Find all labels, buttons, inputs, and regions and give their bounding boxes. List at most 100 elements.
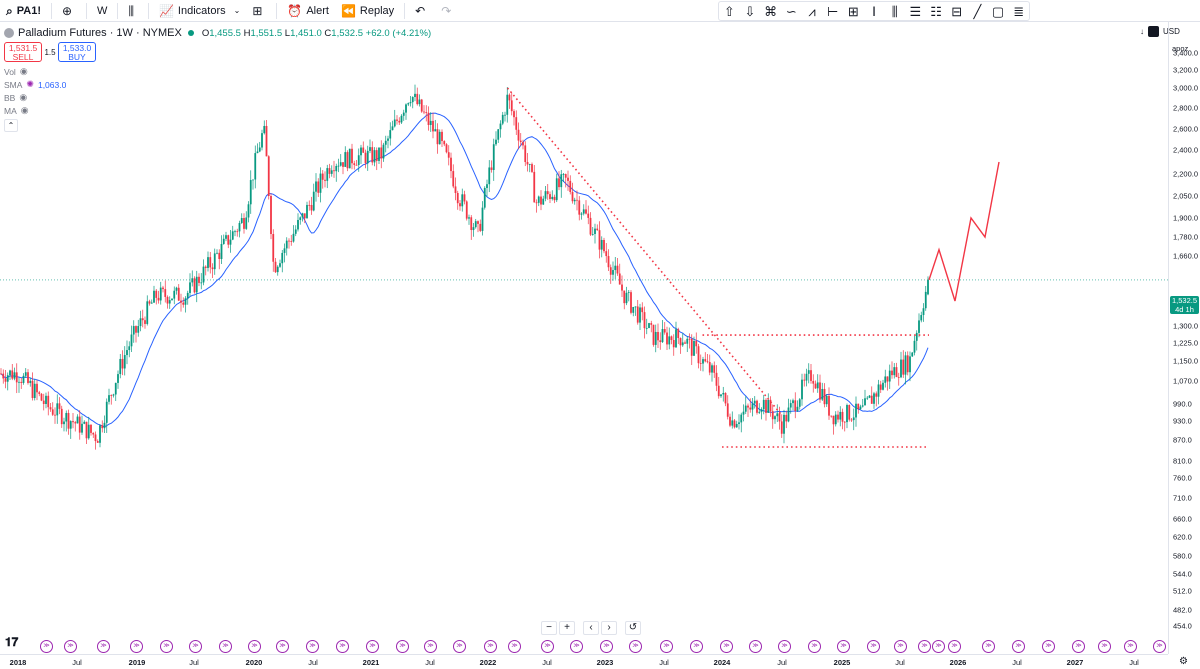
economic-event-icon[interactable]: ≫ <box>40 640 53 653</box>
eye-icon[interactable]: ◉ <box>19 66 28 76</box>
time-axis[interactable]: 2018 Jul 2019 Jul 2020 Jul 2021 Jul 2022 Jul 2023 J… <box>0 654 1168 669</box>
economic-event-icon[interactable]: ≫ <box>1153 640 1166 653</box>
chart-type-button[interactable]: ⫼ <box>122 0 144 22</box>
candle-down-body <box>621 284 623 291</box>
economic-event-icon[interactable]: ≫ <box>720 640 733 653</box>
price-chart[interactable] <box>0 22 1168 654</box>
economic-event-icon[interactable]: ≫ <box>894 640 907 653</box>
candle-down-body <box>857 403 860 410</box>
reset-chart-button[interactable]: ↺ <box>625 621 641 635</box>
economic-event-icon[interactable]: ≫ <box>690 640 703 653</box>
candle-down-body <box>902 359 905 375</box>
candle-down-body <box>607 256 610 268</box>
economic-event-icon[interactable]: ≫ <box>1124 640 1137 653</box>
collapse-legend-button[interactable]: ⌃ <box>4 119 18 132</box>
economic-event-icon[interactable]: ≫ <box>396 640 409 653</box>
economic-event-icon[interactable]: ≫ <box>808 640 821 653</box>
loading-icon: ✺ <box>26 79 34 89</box>
tradingview-logo-icon[interactable]: 𝟏𝟕 <box>5 635 19 649</box>
economic-event-icon[interactable]: ≫ <box>629 640 642 653</box>
date-range-icon[interactable]: ⊢ <box>827 3 839 19</box>
arrow-down-icon[interactable]: ⇩ <box>744 3 756 19</box>
zoom-in-button[interactable]: + <box>559 621 575 635</box>
economic-event-icon[interactable]: ≫ <box>64 640 77 653</box>
eye-icon[interactable]: ◉ <box>20 105 29 115</box>
economic-event-icon[interactable]: ≫ <box>97 640 110 653</box>
candle-down-body <box>425 112 428 113</box>
economic-event-icon[interactable]: ≫ <box>219 640 232 653</box>
templates-button[interactable]: ⊞ <box>246 0 272 22</box>
curve-icon[interactable]: ∽ <box>785 3 797 19</box>
economic-event-icon[interactable]: ≫ <box>837 640 850 653</box>
gear-icon[interactable]: ⚙ <box>1179 656 1188 667</box>
economic-event-icon[interactable]: ≫ <box>778 640 791 653</box>
indicator-vol[interactable]: Vol ◉ <box>4 66 28 77</box>
candle-up-body <box>258 147 261 152</box>
economic-event-icon[interactable]: ≫ <box>867 640 880 653</box>
candle-down-body <box>549 194 551 200</box>
economic-event-icon[interactable]: ≫ <box>932 640 945 653</box>
interval-button[interactable]: W <box>97 4 108 17</box>
short-position-icon[interactable]: ≣ <box>1013 3 1025 19</box>
polyline-icon[interactable]: ⩘ <box>808 3 816 19</box>
rectangle-icon[interactable]: ▢ <box>991 3 1005 19</box>
economic-event-icon[interactable]: ≫ <box>948 640 961 653</box>
long-position-icon[interactable]: ⊟ <box>951 3 963 19</box>
chart-pane[interactable] <box>0 22 1168 654</box>
economic-event-icon[interactable]: ≫ <box>600 640 613 653</box>
arrow-up-icon[interactable]: ⇧ <box>723 3 735 19</box>
table-icon[interactable]: ⊞ <box>847 3 859 19</box>
indicator-sma[interactable]: SMA ✺ 1,063.0 <box>4 79 67 90</box>
economic-event-icon[interactable]: ≫ <box>1098 640 1111 653</box>
economic-event-icon[interactable]: ≫ <box>276 640 289 653</box>
currency-label[interactable]: USD <box>1163 27 1180 36</box>
scroll-left-button[interactable]: ‹ <box>583 621 599 635</box>
bars-icon[interactable]: ⫼ <box>891 3 898 19</box>
economic-event-icon[interactable]: ≫ <box>1042 640 1055 653</box>
candle-down-body <box>672 340 675 348</box>
ruler-icon[interactable]: ☷ <box>930 3 942 19</box>
economic-event-icon[interactable]: ≫ <box>306 640 319 653</box>
time-axis-label: Jul <box>425 658 435 667</box>
zoom-out-button[interactable]: − <box>541 621 557 635</box>
sell-button[interactable]: 1,531.5 SELL <box>4 42 42 62</box>
economic-event-icon[interactable]: ≫ <box>749 640 762 653</box>
symbol-search[interactable]: ⌕ PA1! <box>6 3 41 18</box>
economic-event-icon[interactable]: ≫ <box>248 640 261 653</box>
alert-button[interactable]: ⏰ Alert <box>287 3 329 18</box>
economic-event-icon[interactable]: ≫ <box>160 640 173 653</box>
compare-button[interactable]: ⊕ <box>56 0 82 22</box>
undo-button[interactable]: ↶ <box>409 0 435 22</box>
economic-event-icon[interactable]: ≫ <box>570 640 583 653</box>
path-icon[interactable]: ⌘ <box>764 3 778 19</box>
economic-event-icon[interactable]: ≫ <box>130 640 143 653</box>
eye-icon[interactable]: ◉ <box>19 92 28 102</box>
economic-event-icon[interactable]: ≫ <box>982 640 995 653</box>
economic-event-icon[interactable]: ≫ <box>1072 640 1085 653</box>
economic-event-icon[interactable]: ≫ <box>1012 640 1025 653</box>
indicator-bb[interactable]: BB ◉ <box>4 92 28 103</box>
economic-event-icon[interactable]: ≫ <box>366 640 379 653</box>
candle-up-body <box>767 399 770 413</box>
scroll-right-button[interactable]: › <box>601 621 617 635</box>
price-axis[interactable]: 3,400.0 3,200.0 3,000.0 2,800.0 2,600.0 2,400… <box>1168 22 1200 654</box>
economic-event-icon[interactable]: ≫ <box>453 640 466 653</box>
economic-event-icon[interactable]: ≫ <box>508 640 521 653</box>
economic-event-icon[interactable]: ≫ <box>189 640 202 653</box>
buy-button[interactable]: 1,533.0 BUY <box>58 42 96 62</box>
economic-event-icon[interactable]: ≫ <box>918 640 931 653</box>
screenshot-icon[interactable] <box>1148 26 1159 37</box>
economic-event-icon[interactable]: ≫ <box>541 640 554 653</box>
economic-event-icon[interactable]: ≫ <box>660 640 673 653</box>
line-icon[interactable]: ╱ <box>973 3 982 19</box>
economic-event-icon[interactable]: ≫ <box>484 640 497 653</box>
redo-button[interactable]: ↷ <box>435 0 461 22</box>
replay-button[interactable]: ⏪ Replay <box>340 3 395 18</box>
indicator-ma[interactable]: MA ◉ <box>4 105 29 116</box>
economic-event-icon[interactable]: ≫ <box>336 640 349 653</box>
text-cursor-icon[interactable]: Ⅰ <box>872 3 876 19</box>
indicators-button[interactable]: 📈 Indicators ⌄ <box>158 3 241 18</box>
arrow-down-icon[interactable]: ↓ <box>1140 27 1144 36</box>
economic-event-icon[interactable]: ≫ <box>424 640 437 653</box>
price-range-icon[interactable]: ☰ <box>909 3 922 19</box>
